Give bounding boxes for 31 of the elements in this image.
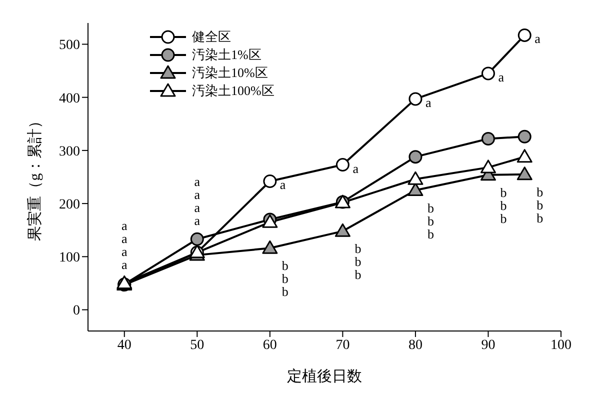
annotation: b b b <box>427 200 434 242</box>
legend-label: 健全区 <box>192 28 231 46</box>
annotation: a a a a <box>121 218 128 272</box>
y-tick-label: 300 <box>59 144 80 160</box>
x-tick-label: 40 <box>117 338 132 353</box>
x-tick-label: 60 <box>262 338 277 353</box>
annotation: a <box>352 160 359 176</box>
x-axis-title: 定植後日数 <box>287 368 362 385</box>
legend-label: 汚染土10%区 <box>192 64 268 82</box>
x-tick-label: 70 <box>336 338 350 353</box>
annotation: a <box>280 177 286 192</box>
y-tick-label: 400 <box>59 91 80 106</box>
x-tick-label: 80 <box>408 338 422 353</box>
annotation: a <box>498 69 504 84</box>
annotation: b b b <box>354 241 362 282</box>
legend-label: 汚染土1%区 <box>192 46 262 64</box>
legend-label: 汚染土100%区 <box>192 82 274 100</box>
y-tick-label: 0 <box>73 304 80 319</box>
y-tick-label: 100 <box>59 250 80 266</box>
x-tick-label: 50 <box>190 338 204 353</box>
y-tick-label: 500 <box>59 38 80 54</box>
y-tick-label: 200 <box>59 198 80 213</box>
annotation: b b b <box>282 258 288 300</box>
annotation: a a a a <box>194 174 200 228</box>
x-tick-label: 90 <box>481 338 496 353</box>
annotation: a <box>425 94 432 110</box>
annotation: b b b <box>500 184 507 226</box>
annotation: b b b <box>536 184 544 226</box>
x-tick-label: 100 <box>550 338 572 353</box>
annotation: a <box>534 31 541 46</box>
y-axis-title: 果実重（g：累計） <box>26 113 44 241</box>
